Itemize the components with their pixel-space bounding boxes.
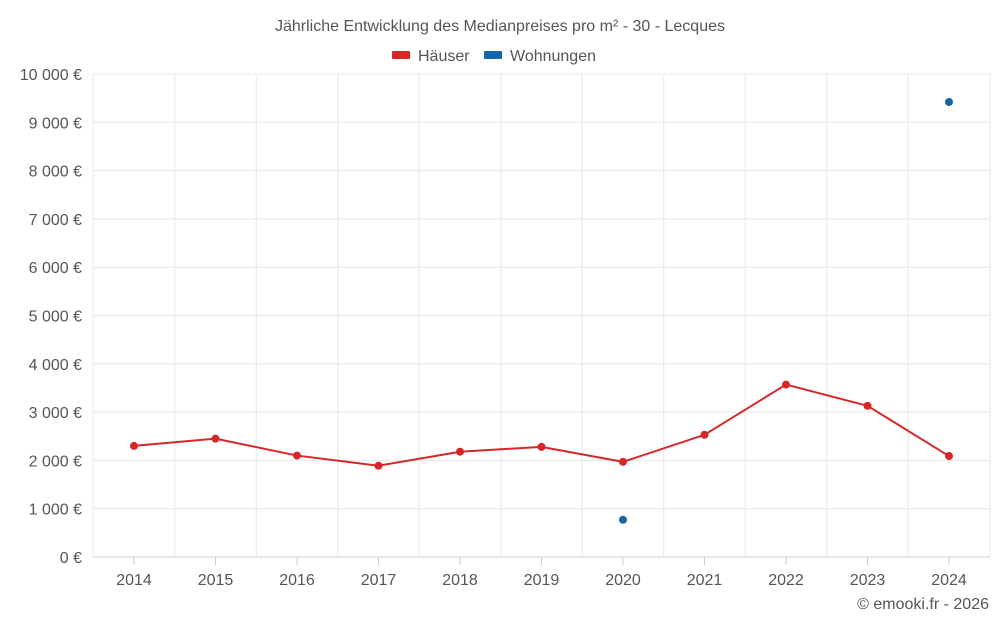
legend-swatch-wohnungen [484, 51, 502, 59]
legend[interactable]: Häuser Wohnungen [392, 48, 596, 65]
data-point[interactable] [700, 430, 709, 439]
x-tick-label: 2023 [850, 572, 886, 589]
y-tick-label: 3 000 € [29, 405, 82, 422]
x-tick-label: 2024 [931, 572, 967, 589]
data-point[interactable] [130, 441, 138, 450]
y-tick-label: 6 000 € [29, 260, 82, 277]
x-gridlines [92, 74, 991, 557]
y-tick-label: 7 000 € [29, 212, 82, 229]
y-tick-label: 8 000 € [29, 164, 82, 181]
y-axis-ticks: 0 € 1 000 € 2 000 € 3 000 € 4 000 € 5 000 € 6 … [20, 67, 82, 567]
chart-credit: © emooki.fr - 2026 [857, 596, 989, 613]
data-point[interactable] [863, 401, 872, 410]
x-tick-label: 2022 [768, 572, 804, 589]
x-tick-label: 2021 [687, 572, 723, 589]
y-tick-label: 4 000 € [29, 357, 82, 374]
legend-item-haeuser[interactable]: Häuser [392, 48, 470, 65]
chart-title: Jährliche Entwicklung des Medianpreises … [275, 18, 725, 35]
legend-label-haeuser: Häuser [418, 48, 470, 65]
data-point[interactable] [293, 451, 301, 460]
x-axis-ticks: 2014 2015 2016 2017 2018 2019 2020 2021 2022 2023… [116, 557, 967, 589]
y-tick-label: 1 000 € [29, 502, 82, 519]
x-tick-label: 2016 [279, 572, 315, 589]
y-tick-label: 5 000 € [29, 309, 82, 326]
legend-item-wohnungen[interactable]: Wohnungen [484, 48, 596, 65]
data-point[interactable] [945, 98, 953, 107]
x-tick-label: 2019 [524, 572, 560, 589]
data-point[interactable] [211, 434, 220, 443]
data-point[interactable] [619, 457, 627, 466]
x-tick-label: 2018 [442, 572, 478, 589]
legend-label-wohnungen: Wohnungen [510, 48, 596, 65]
series-wohnungen [619, 98, 953, 524]
series-layer [130, 98, 953, 524]
x-tick-label: 2017 [361, 572, 397, 589]
data-point[interactable] [537, 442, 546, 451]
series-haeuser [130, 380, 953, 470]
y-tick-label: 0 € [60, 550, 82, 567]
y-tick-label: 9 000 € [29, 115, 82, 132]
y-tick-label: 2 000 € [29, 453, 82, 470]
data-point[interactable] [374, 461, 383, 470]
legend-swatch-haeuser [392, 51, 410, 59]
data-point[interactable] [619, 515, 627, 524]
x-tick-label: 2014 [116, 572, 152, 589]
y-gridlines [93, 73, 990, 510]
data-point[interactable] [456, 447, 464, 456]
data-point[interactable] [782, 380, 790, 389]
x-tick-label: 2020 [605, 572, 641, 589]
data-point[interactable] [945, 452, 953, 461]
x-tick-label: 2015 [198, 572, 234, 589]
y-tick-label: 10 000 € [20, 67, 82, 84]
